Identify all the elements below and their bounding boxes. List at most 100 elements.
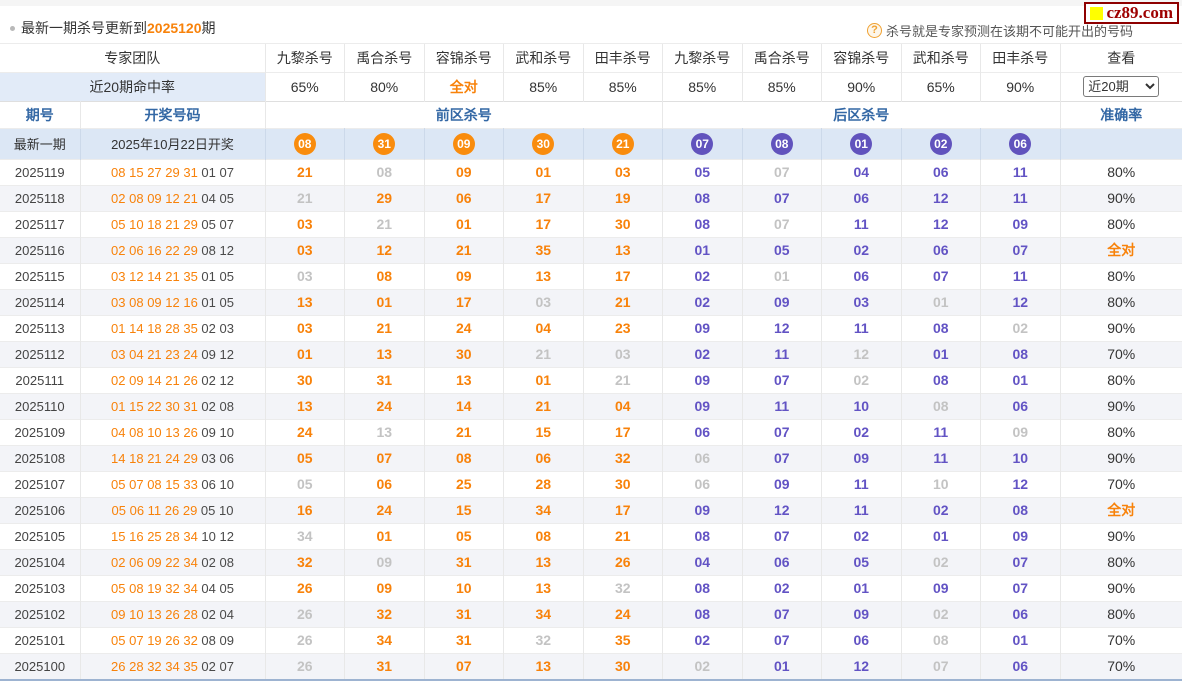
front-kill-cell: 30 — [424, 340, 504, 367]
back-kill-cell: 06 — [742, 548, 822, 575]
front-kill-cell: 13 — [503, 574, 584, 601]
accuracy-cell: 80% — [1060, 366, 1182, 393]
draw-front-numbers: 05 06 11 26 29 — [111, 502, 201, 518]
back-kill-cell: 01 — [742, 652, 822, 679]
top-strip — [0, 0, 1182, 6]
site-logo[interactable]: cz89.com — [1084, 2, 1179, 24]
front-kill-cell: 30 — [583, 210, 663, 237]
hit-rate-value: 65% — [901, 71, 981, 101]
history-row: 2025100 26 28 32 34 35 02 07 26 31 07 13 30 02 0… — [0, 652, 1182, 679]
front-kill-cell: 08 — [424, 444, 504, 471]
back-kill-cell: 07 — [742, 184, 822, 211]
history-row: 2025110 01 15 22 30 31 02 08 13 24 14 21 04 09 1… — [0, 392, 1182, 419]
back-kill-cell: 09 — [901, 574, 981, 601]
draw-numbers-cell: 03 08 09 12 16 01 05 — [80, 288, 266, 315]
expert-column-header: 容锦杀号 — [821, 44, 902, 72]
front-kill-cell: 03 — [265, 210, 345, 237]
hit-rate-value: 90% — [980, 71, 1061, 101]
front-kill-cell: 21 — [265, 184, 345, 211]
question-icon: ? — [866, 23, 882, 38]
period-cell: 2025108 — [0, 444, 81, 471]
front-kill-cell: 01 — [424, 210, 504, 237]
history-row: 2025115 03 12 14 21 35 01 05 03 08 09 13 17 02 0… — [0, 262, 1182, 289]
bullet-icon — [10, 25, 15, 31]
draw-back-numbers: 04 05 — [201, 580, 234, 596]
back-kill-cell: 02 — [662, 626, 743, 653]
front-ball: 31 — [373, 132, 396, 155]
draw-back-numbers: 02 08 — [201, 554, 234, 570]
back-kill-cell: 02 — [901, 600, 981, 627]
front-kill-cell: 07 — [344, 444, 425, 471]
draw-front-numbers: 03 12 14 21 35 — [111, 268, 202, 284]
back-kill-cell: 11 — [821, 314, 902, 341]
back-kill-cell: 11 — [980, 184, 1061, 211]
latest-back-ball-cell: 01 — [821, 127, 902, 159]
period-cell: 2025100 — [0, 652, 81, 679]
front-kill-cell: 31 — [424, 548, 504, 575]
draw-front-numbers: 03 04 21 23 24 — [111, 346, 202, 362]
period-cell: 2025106 — [0, 496, 81, 523]
back-kill-cell: 09 — [980, 210, 1061, 237]
front-kill-cell: 08 — [344, 158, 425, 185]
front-kill-cell: 07 — [424, 652, 504, 679]
period-cell: 2025104 — [0, 548, 81, 575]
front-kill-cell: 03 — [265, 236, 345, 263]
front-kill-cell: 21 — [503, 340, 584, 367]
back-kill-cell: 07 — [742, 600, 822, 627]
back-kill-cell: 02 — [662, 262, 743, 289]
back-kill-cell: 04 — [821, 158, 902, 185]
draw-back-numbers: 09 12 — [201, 346, 234, 362]
period-cell: 2025110 — [0, 392, 81, 419]
period-cell: 2025112 — [0, 340, 81, 367]
accuracy-cell: 全对 — [1060, 496, 1182, 523]
back-kill-cell: 07 — [742, 418, 822, 445]
back-kill-cell: 07 — [742, 444, 822, 471]
draw-back-numbers: 02 07 — [201, 658, 234, 674]
back-kill-cell: 06 — [662, 418, 743, 445]
front-kill-cell: 32 — [503, 626, 584, 653]
front-kill-cell: 13 — [265, 288, 345, 315]
back-kill-cell: 01 — [901, 340, 981, 367]
back-ball: 08 — [770, 132, 793, 155]
back-kill-cell: 02 — [662, 652, 743, 679]
latest-draw-date: 2025年10月22日开奖 — [80, 127, 266, 159]
front-kill-cell: 09 — [344, 574, 425, 601]
history-row: 2025102 09 10 13 26 28 02 04 26 32 31 34 24 08 0… — [0, 600, 1182, 627]
expert-column-header: 禹合杀号 — [344, 44, 425, 72]
draw-numbers-cell: 05 06 11 26 29 05 10 — [80, 496, 266, 523]
front-kill-cell: 17 — [583, 418, 663, 445]
back-kill-cell: 02 — [742, 574, 822, 601]
site-logo-text: cz89.com — [1106, 3, 1173, 22]
back-kill-cell: 01 — [980, 366, 1061, 393]
back-kill-cell: 09 — [662, 496, 743, 523]
back-kill-cell: 02 — [821, 366, 902, 393]
front-kill-cell: 09 — [424, 262, 504, 289]
period-cell: 2025113 — [0, 314, 81, 341]
table-bottom-border — [0, 679, 1182, 681]
history-row: 2025118 02 08 09 12 21 04 05 21 29 06 17 19 08 0… — [0, 184, 1182, 211]
back-kill-cell: 09 — [662, 392, 743, 419]
front-ball: 30 — [532, 132, 555, 155]
back-kill-cell: 06 — [901, 236, 981, 263]
back-kill-cell: 11 — [821, 210, 902, 237]
kill-number-table: 专家团队 九黎杀号 禹合杀号 容锦杀号 武和杀号 田丰杀号 九黎杀号 禹合杀号 容锦杀号 武和杀… — [0, 44, 1182, 679]
latest-label: 最新一期 — [0, 127, 81, 159]
view-range-select[interactable]: 近20期 — [1083, 76, 1160, 97]
back-kill-cell: 08 — [662, 522, 743, 549]
draw-back-numbers: 02 08 — [201, 398, 234, 414]
accuracy-cell: 90% — [1060, 522, 1182, 549]
latest-back-ball-cell: 02 — [901, 127, 981, 159]
draw-numbers-cell: 05 07 08 15 33 06 10 — [80, 470, 266, 497]
top-bar: 最新一期杀号更新到2025120期 cz89.com ? 杀号就是专家预测在该期… — [0, 0, 1182, 44]
front-kill-cell: 17 — [583, 262, 663, 289]
front-kill-cell: 10 — [424, 574, 504, 601]
history-row: 2025109 04 08 10 13 26 09 10 24 13 21 15 17 06 0… — [0, 418, 1182, 445]
draw-back-numbers: 08 09 — [201, 632, 234, 648]
back-kill-cell: 05 — [742, 236, 822, 263]
hit-rate-value: 85% — [503, 71, 584, 101]
front-kill-cell: 03 — [265, 314, 345, 341]
front-kill-cell: 31 — [344, 366, 425, 393]
draw-back-numbers: 02 03 — [201, 320, 234, 336]
col-back-kill: 后区杀号 — [662, 100, 1061, 128]
front-kill-cell: 05 — [265, 444, 345, 471]
